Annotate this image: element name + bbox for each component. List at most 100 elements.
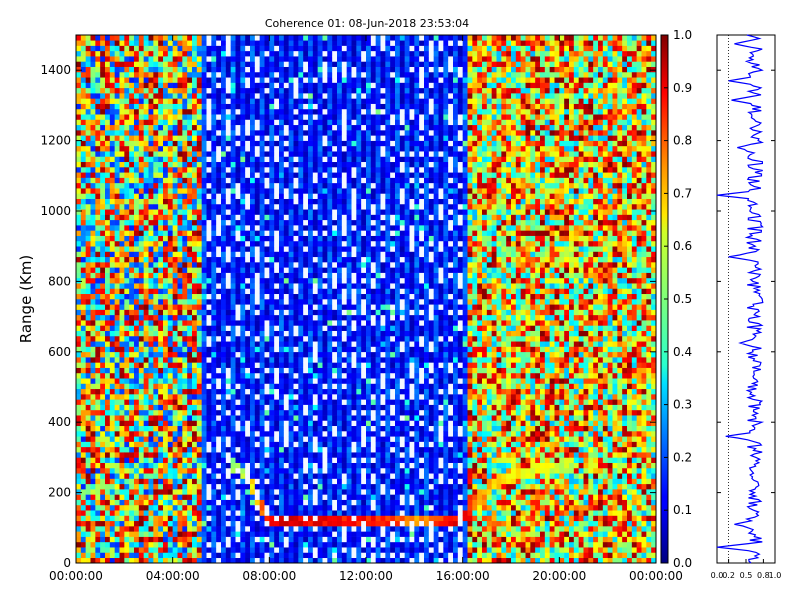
heatmap-cell — [211, 124, 217, 131]
heatmap-cell — [95, 172, 101, 178]
heatmap-cell — [129, 557, 135, 564]
heatmap-cell — [105, 93, 111, 99]
heatmap-cell — [134, 325, 140, 331]
heatmap-cell — [196, 462, 202, 469]
heatmap-cell — [254, 45, 260, 52]
heatmap-cell — [182, 108, 188, 115]
heatmap-cell — [114, 357, 120, 363]
heatmap-cell — [259, 161, 265, 168]
heatmap-cell — [95, 346, 101, 353]
heatmap-cell — [177, 409, 183, 416]
heatmap-cell — [283, 515, 289, 522]
heatmap-cell — [216, 40, 222, 46]
heatmap-cell — [124, 446, 130, 453]
heatmap-cell — [269, 314, 275, 321]
heatmap-cell — [187, 167, 193, 173]
heatmap-cell — [119, 114, 125, 120]
heatmap-cell — [172, 547, 178, 553]
heatmap-cell — [148, 230, 154, 236]
heatmap-cell — [279, 214, 285, 221]
heatmap-cell — [206, 452, 212, 458]
heatmap-cell — [254, 372, 260, 379]
heatmap-cell — [279, 420, 285, 427]
heatmap-cell — [303, 256, 309, 263]
heatmap-cell — [134, 193, 140, 199]
heatmap-cell — [312, 108, 318, 115]
heatmap-cell — [245, 431, 251, 437]
heatmap-cell — [264, 246, 270, 252]
heatmap-cell — [196, 399, 202, 405]
heatmap-cell — [167, 50, 173, 57]
heatmap-cell — [114, 494, 120, 500]
heatmap-cell — [105, 499, 111, 506]
heatmap-cell — [279, 262, 285, 268]
heatmap-cell — [245, 114, 251, 120]
heatmap-cell — [105, 372, 111, 379]
heatmap-cell — [254, 404, 260, 411]
heatmap-cell — [85, 489, 91, 495]
heatmap-cell — [196, 452, 202, 458]
heatmap-cell — [235, 277, 241, 284]
heatmap-cell — [172, 293, 178, 300]
heatmap-cell — [221, 520, 227, 527]
heatmap-cell — [95, 71, 101, 78]
heatmap-cell — [182, 304, 188, 310]
heatmap-cell — [250, 230, 256, 236]
heatmap-cell — [109, 198, 115, 205]
heatmap-cell — [148, 161, 154, 168]
heatmap-cell — [119, 335, 125, 342]
heatmap-cell — [264, 230, 270, 236]
heatmap-cell — [153, 504, 159, 511]
heatmap-cell — [143, 98, 149, 104]
heatmap-cell — [230, 98, 236, 104]
heatmap-cell — [230, 66, 236, 73]
heatmap-cell — [95, 293, 101, 300]
heatmap-cell — [269, 272, 275, 279]
heatmap-cell — [206, 362, 212, 368]
heatmap-cell — [109, 225, 115, 231]
heatmap-cell — [177, 98, 183, 104]
heatmap-cell — [240, 478, 246, 485]
heatmap-cell — [274, 40, 280, 46]
heatmap-cell — [114, 388, 120, 395]
heatmap-cell — [134, 473, 140, 479]
heatmap-cell — [230, 203, 236, 210]
heatmap-cell — [109, 330, 115, 337]
heatmap-cell — [216, 177, 222, 184]
heatmap-cell — [134, 341, 140, 347]
heatmap-cell — [201, 151, 207, 157]
heatmap-cell — [158, 504, 164, 511]
heatmap-cell — [100, 119, 106, 126]
heatmap-cell — [298, 124, 304, 131]
heatmap-cell — [225, 404, 231, 411]
heatmap-cell — [245, 256, 251, 263]
heatmap-cell — [196, 256, 202, 263]
heatmap-cell — [109, 45, 115, 52]
heatmap-cell — [143, 103, 149, 110]
heatmap-cell — [230, 119, 236, 126]
heatmap-cell — [158, 124, 164, 131]
heatmap-cell — [76, 93, 82, 99]
heatmap-cell — [192, 77, 198, 83]
heatmap-cell — [206, 87, 212, 94]
heatmap-cell — [245, 188, 251, 194]
heatmap-cell — [153, 452, 159, 458]
heatmap-cell — [124, 277, 130, 284]
heatmap-cell — [308, 203, 314, 210]
heatmap-cell — [274, 87, 280, 94]
heatmap-cell — [85, 198, 91, 205]
heatmap-cell — [119, 50, 125, 57]
heatmap-cell — [148, 108, 154, 115]
heatmap-cell — [148, 71, 154, 78]
heatmap-cell — [221, 494, 227, 500]
heatmap-cell — [109, 87, 115, 94]
heatmap-cell — [303, 404, 309, 411]
heatmap-cell — [308, 156, 314, 163]
heatmap-cell — [90, 214, 96, 221]
heatmap-cell — [153, 362, 159, 368]
heatmap-cell — [211, 314, 217, 321]
heatmap-cell — [143, 441, 149, 448]
heatmap-cell — [105, 50, 111, 57]
heatmap-cell — [225, 277, 231, 284]
heatmap-cell — [235, 515, 241, 522]
